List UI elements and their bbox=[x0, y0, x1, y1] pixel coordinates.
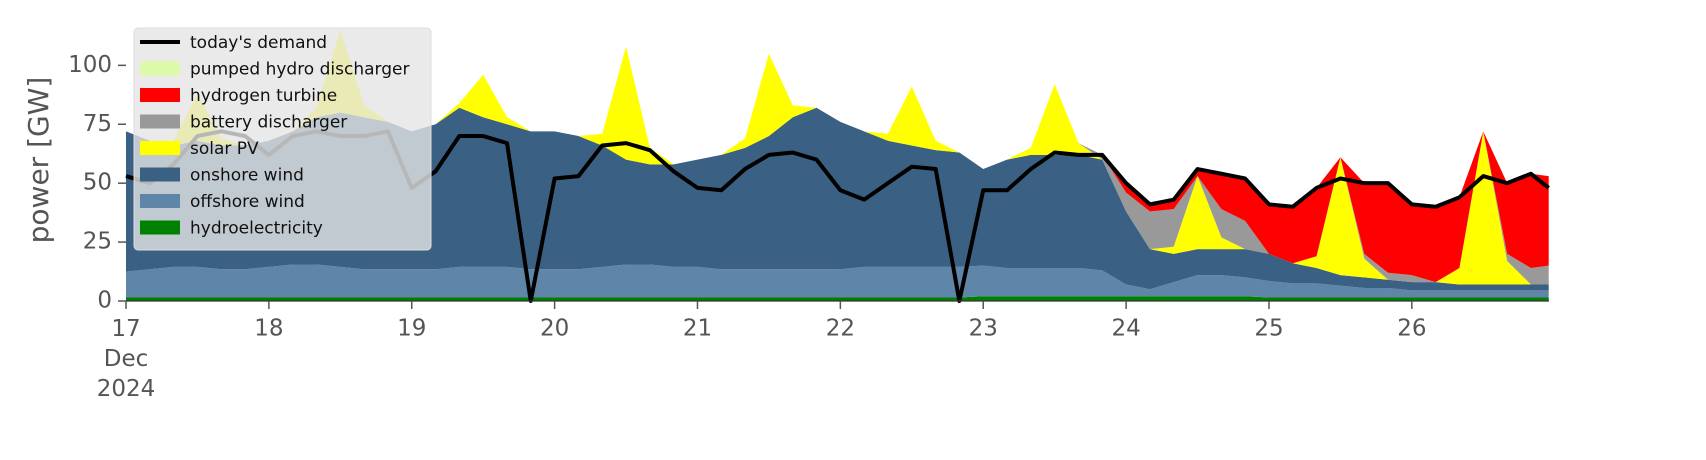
legend-swatch bbox=[140, 167, 180, 182]
area bbox=[126, 107, 1549, 291]
x-tick-label: 26 bbox=[1397, 316, 1426, 342]
legend-swatch bbox=[140, 88, 180, 102]
legend-label: today's demand bbox=[190, 33, 327, 53]
legend-label: offshore wind bbox=[190, 192, 305, 212]
legend-label: pumped hydro discharger bbox=[190, 60, 409, 80]
y-tick-label: 75 bbox=[83, 111, 112, 137]
legend-label: hydroelectricity bbox=[190, 219, 323, 239]
y-tick-label: 0 bbox=[97, 288, 112, 314]
y-tick-label: 100 bbox=[68, 52, 112, 78]
x-tick-label: 21 bbox=[683, 316, 712, 342]
legend-label: onshore wind bbox=[190, 166, 304, 186]
legend-label: solar PV bbox=[190, 139, 259, 159]
area bbox=[126, 296, 1549, 301]
area bbox=[126, 30, 1549, 283]
x-tick-label: 22 bbox=[826, 316, 855, 342]
legend-swatch bbox=[140, 114, 180, 129]
x-tick-label: 23 bbox=[969, 316, 998, 342]
legend-swatch bbox=[140, 220, 180, 235]
area bbox=[126, 264, 1549, 298]
legend-swatch bbox=[140, 141, 180, 155]
legend-swatch bbox=[140, 61, 180, 76]
legend-box bbox=[133, 27, 432, 251]
y-tick-label: 25 bbox=[83, 229, 112, 255]
x-tick-label: 20 bbox=[540, 316, 569, 342]
y-axis-label: power [GW] bbox=[22, 77, 55, 244]
x-tick-label: 19 bbox=[397, 316, 426, 342]
legend-label: battery discharger bbox=[190, 113, 347, 133]
area bbox=[126, 30, 1549, 285]
x-tick-label: 17 Dec 2024 bbox=[97, 316, 156, 402]
y-tick-label: 50 bbox=[83, 170, 112, 196]
x-tick-label: 25 bbox=[1254, 316, 1283, 342]
x-tick-label: 24 bbox=[1111, 316, 1140, 342]
legend-label: hydrogen turbine bbox=[190, 86, 337, 106]
x-tick-label: 18 bbox=[254, 316, 283, 342]
legend-swatch bbox=[140, 194, 180, 208]
